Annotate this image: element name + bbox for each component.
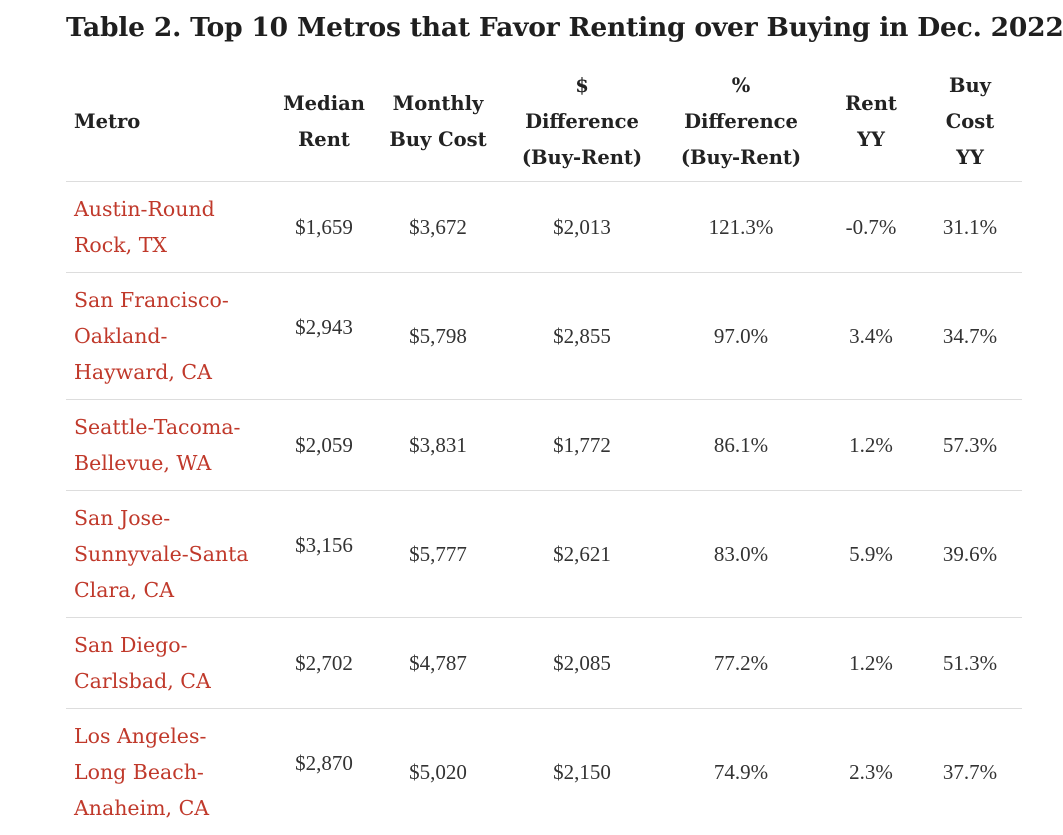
metro-line: Carlsbad, CA xyxy=(74,669,211,693)
dollar-difference-cell: $2,855 xyxy=(506,273,658,400)
monthly-buy-cost-cell: $3,831 xyxy=(370,400,506,491)
metro-link-san-francisco[interactable]: San Francisco- Oakland- Hayward, CA xyxy=(66,273,278,400)
metro-line: San Jose- xyxy=(74,506,170,530)
dollar-difference-cell: $1,772 xyxy=(506,400,658,491)
metro-line: Clara, CA xyxy=(74,578,174,602)
header-line: Difference xyxy=(525,110,639,133)
metro-line: Rock, TX xyxy=(74,233,167,257)
metro-line: Los Angeles- xyxy=(74,724,206,748)
header-dollar-difference: $ Difference (Buy-Rent) xyxy=(506,62,658,182)
rent-yy-cell: 1.2% xyxy=(824,618,918,709)
median-rent-cell: $2,943 xyxy=(278,273,370,400)
dollar-difference-cell: $2,013 xyxy=(506,182,658,273)
header-median-rent: Median Rent xyxy=(278,62,370,182)
metro-line: San Diego- xyxy=(74,633,188,657)
buy-cost-yy-cell: 37.7% xyxy=(918,709,1022,835)
header-line: YY xyxy=(956,146,984,169)
metro-line: Sunnyvale-Santa xyxy=(74,542,249,566)
rent-yy-cell: 3.4% xyxy=(824,273,918,400)
header-metro: Metro xyxy=(66,62,278,182)
monthly-buy-cost-cell: $3,672 xyxy=(370,182,506,273)
header-row: Metro Median Rent Monthly Buy Cost $ Dif… xyxy=(66,62,1022,182)
median-rent-cell: $2,870 xyxy=(278,709,370,835)
metro-line: San Francisco- xyxy=(74,288,229,312)
header-line: Buy Cost xyxy=(389,128,486,151)
metro-line: Oakland- xyxy=(74,324,167,348)
monthly-buy-cost-cell: $5,777 xyxy=(370,491,506,618)
header-line: Rent xyxy=(298,128,350,151)
header-line: YY xyxy=(857,128,885,151)
median-rent-cell: $2,059 xyxy=(278,400,370,491)
metro-link-seattle[interactable]: Seattle-Tacoma- Bellevue, WA xyxy=(66,400,278,491)
metro-line: Anaheim, CA xyxy=(74,796,209,820)
dollar-difference-cell: $2,621 xyxy=(506,491,658,618)
table-row: Seattle-Tacoma- Bellevue, WA $2,059 $3,8… xyxy=(66,400,1022,491)
header-line: Metro xyxy=(74,110,140,133)
metro-line: Long Beach- xyxy=(74,760,204,784)
buy-cost-yy-cell: 34.7% xyxy=(918,273,1022,400)
metro-link-san-jose[interactable]: San Jose- Sunnyvale-Santa Clara, CA xyxy=(66,491,278,618)
table-row: San Francisco- Oakland- Hayward, CA $2,9… xyxy=(66,273,1022,400)
rent-yy-cell: 2.3% xyxy=(824,709,918,835)
rent-yy-cell: 5.9% xyxy=(824,491,918,618)
header-line: % xyxy=(732,74,751,97)
table-title: Table 2. Top 10 Metros that Favor Rentin… xyxy=(66,6,1056,50)
percent-difference-cell: 97.0% xyxy=(658,273,824,400)
header-line: Rent xyxy=(845,92,897,115)
percent-difference-cell: 74.9% xyxy=(658,709,824,835)
header-monthly-buy-cost: Monthly Buy Cost xyxy=(370,62,506,182)
rent-yy-cell: 1.2% xyxy=(824,400,918,491)
table-row: San Diego- Carlsbad, CA $2,702 $4,787 $2… xyxy=(66,618,1022,709)
median-rent-cell: $3,156 xyxy=(278,491,370,618)
metro-line: Austin-Round xyxy=(74,197,215,221)
table-row: Los Angeles- Long Beach- Anaheim, CA $2,… xyxy=(66,709,1022,835)
header-line: Buy xyxy=(949,74,991,97)
table-row: Austin-Round Rock, TX $1,659 $3,672 $2,0… xyxy=(66,182,1022,273)
monthly-buy-cost-cell: $5,020 xyxy=(370,709,506,835)
percent-difference-cell: 86.1% xyxy=(658,400,824,491)
dollar-difference-cell: $2,150 xyxy=(506,709,658,835)
header-line: Monthly xyxy=(393,92,484,115)
monthly-buy-cost-cell: $5,798 xyxy=(370,273,506,400)
metro-line: Hayward, CA xyxy=(74,360,212,384)
header-line: $ xyxy=(575,74,589,97)
metro-line: Seattle-Tacoma- xyxy=(74,415,240,439)
header-rent-yy: Rent YY xyxy=(824,62,918,182)
header-line: Cost xyxy=(946,110,995,133)
percent-difference-cell: 83.0% xyxy=(658,491,824,618)
header-line: (Buy-Rent) xyxy=(522,146,642,169)
metro-link-los-angeles[interactable]: Los Angeles- Long Beach- Anaheim, CA xyxy=(66,709,278,835)
median-rent-cell: $1,659 xyxy=(278,182,370,273)
buy-cost-yy-cell: 39.6% xyxy=(918,491,1022,618)
header-line: Median xyxy=(283,92,365,115)
header-percent-difference: % Difference (Buy-Rent) xyxy=(658,62,824,182)
monthly-buy-cost-cell: $4,787 xyxy=(370,618,506,709)
metro-line: Bellevue, WA xyxy=(74,451,211,475)
percent-difference-cell: 77.2% xyxy=(658,618,824,709)
dollar-difference-cell: $2,085 xyxy=(506,618,658,709)
median-rent-cell: $2,702 xyxy=(278,618,370,709)
header-buy-cost-yy: Buy Cost YY xyxy=(918,62,1022,182)
table-row: San Jose- Sunnyvale-Santa Clara, CA $3,1… xyxy=(66,491,1022,618)
metro-link-san-diego[interactable]: San Diego- Carlsbad, CA xyxy=(66,618,278,709)
buy-cost-yy-cell: 31.1% xyxy=(918,182,1022,273)
metro-link-austin[interactable]: Austin-Round Rock, TX xyxy=(66,182,278,273)
buy-cost-yy-cell: 57.3% xyxy=(918,400,1022,491)
buy-cost-yy-cell: 51.3% xyxy=(918,618,1022,709)
metros-table: Metro Median Rent Monthly Buy Cost $ Dif… xyxy=(66,62,1022,835)
percent-difference-cell: 121.3% xyxy=(658,182,824,273)
header-line: (Buy-Rent) xyxy=(681,146,801,169)
header-line: Difference xyxy=(684,110,798,133)
rent-yy-cell: -0.7% xyxy=(824,182,918,273)
